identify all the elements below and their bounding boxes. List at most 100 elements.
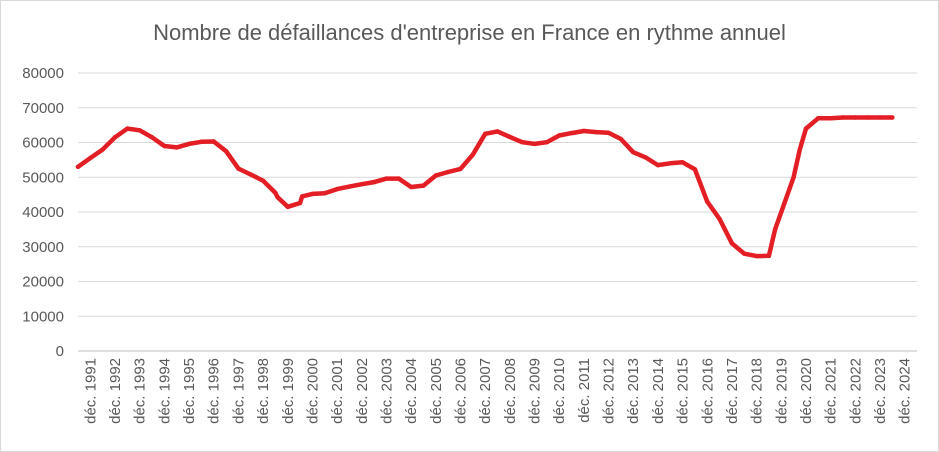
data-point (877, 115, 883, 120)
x-tick-label: déc. 1996 (206, 358, 223, 424)
data-point (334, 186, 340, 192)
x-tick-label: déc. 1993 (132, 358, 149, 424)
data-point (347, 184, 352, 189)
data-point (797, 147, 802, 152)
x-tick-label: déc. 2020 (798, 358, 815, 424)
x-tick-label: déc. 2021 (823, 358, 840, 424)
data-point (483, 131, 488, 136)
data-point (137, 128, 142, 133)
x-tick-label: déc. 1994 (156, 358, 173, 424)
data-point (544, 140, 550, 145)
x-tick-label: déc. 2022 (847, 358, 864, 424)
data-point (433, 173, 438, 178)
data-point (273, 190, 278, 196)
gridlines (78, 72, 917, 352)
x-tick-label: déc. 2024 (897, 358, 914, 424)
data-point (408, 184, 414, 190)
data-point (779, 209, 784, 215)
data-point (199, 139, 204, 144)
x-tick-label: déc. 2018 (749, 358, 766, 424)
data-point (174, 145, 179, 150)
data-point (211, 139, 216, 144)
data-point (396, 176, 401, 181)
x-tick-label: déc. 1998 (255, 358, 272, 424)
y-tick-label: 60000 (22, 135, 64, 152)
data-point (248, 172, 253, 177)
data-point (275, 194, 280, 200)
data-point (668, 161, 673, 166)
data-point (186, 141, 192, 147)
x-tick-label: déc. 2001 (329, 358, 346, 424)
data-point (223, 149, 229, 154)
data-point (643, 155, 648, 160)
data-point (458, 166, 463, 172)
data-point (803, 126, 809, 131)
data-point (557, 133, 562, 138)
y-tick-label: 50000 (22, 169, 64, 186)
data-point (236, 166, 241, 171)
data-point (75, 164, 81, 169)
data-point (507, 134, 512, 140)
data-point (766, 253, 772, 258)
data-point (828, 116, 833, 121)
data-point (865, 115, 870, 120)
data-point (729, 241, 735, 246)
data-point (520, 140, 525, 145)
data-point (125, 126, 130, 131)
data-point (88, 155, 93, 161)
data-point (149, 135, 155, 140)
data-point (581, 128, 587, 134)
data-point (260, 178, 266, 183)
data-point (162, 143, 167, 149)
x-tick-label: déc. 2016 (699, 358, 716, 424)
x-tick-label: déc. 2003 (378, 358, 395, 424)
data-point (470, 152, 475, 157)
data-point (717, 216, 722, 222)
chart-title: Nombre de défaillances d'entreprise en F… (153, 20, 786, 45)
x-tick-label: déc. 2014 (650, 358, 667, 424)
data-point (606, 130, 611, 135)
x-tick-label: déc. 2013 (625, 358, 642, 424)
y-tick-label: 70000 (22, 100, 64, 117)
y-tick-label: 40000 (22, 204, 64, 221)
data-point (421, 183, 426, 188)
data-point (853, 115, 858, 120)
data-point (692, 167, 698, 172)
x-tick-label: déc. 2000 (304, 358, 321, 424)
x-tick-label: déc. 2006 (452, 358, 469, 424)
x-tick-label: déc. 2004 (403, 358, 420, 424)
data-point (840, 115, 846, 120)
x-tick-label: déc. 2010 (551, 358, 568, 424)
data-point (532, 141, 537, 147)
data-point (299, 194, 305, 199)
x-tick-label: déc. 2019 (773, 358, 790, 424)
data-point (285, 204, 290, 209)
x-tick-label: déc. 2008 (502, 358, 519, 424)
data-point (495, 129, 500, 134)
x-tick-label: déc. 2002 (354, 358, 371, 424)
x-tick-label: déc. 2005 (428, 358, 445, 424)
data-point (791, 175, 796, 180)
data-point (890, 115, 895, 120)
y-tick-label: 0 (56, 343, 64, 360)
data-point (384, 176, 389, 181)
data-point (371, 179, 377, 185)
x-tick-label: déc. 1995 (181, 358, 198, 424)
data-point (297, 200, 303, 206)
x-tick-label: déc. 2007 (477, 358, 494, 424)
data-point (705, 199, 710, 204)
data-point (445, 169, 451, 175)
x-tick-label: déc. 1999 (280, 358, 297, 424)
data-point (100, 147, 105, 152)
data-point (680, 160, 685, 165)
x-tick-label: déc. 1992 (107, 358, 124, 424)
data-point (569, 130, 574, 136)
data-point (594, 129, 599, 135)
x-tick-label: déc. 2009 (527, 358, 544, 424)
x-tick-label: déc. 1997 (230, 358, 247, 424)
data-point (816, 116, 821, 121)
data-point (359, 182, 364, 187)
data-point (112, 135, 118, 140)
x-axis-ticks: déc. 1991 déc. 1992 déc. 1993 déc. 1994 déc.… (82, 358, 913, 424)
